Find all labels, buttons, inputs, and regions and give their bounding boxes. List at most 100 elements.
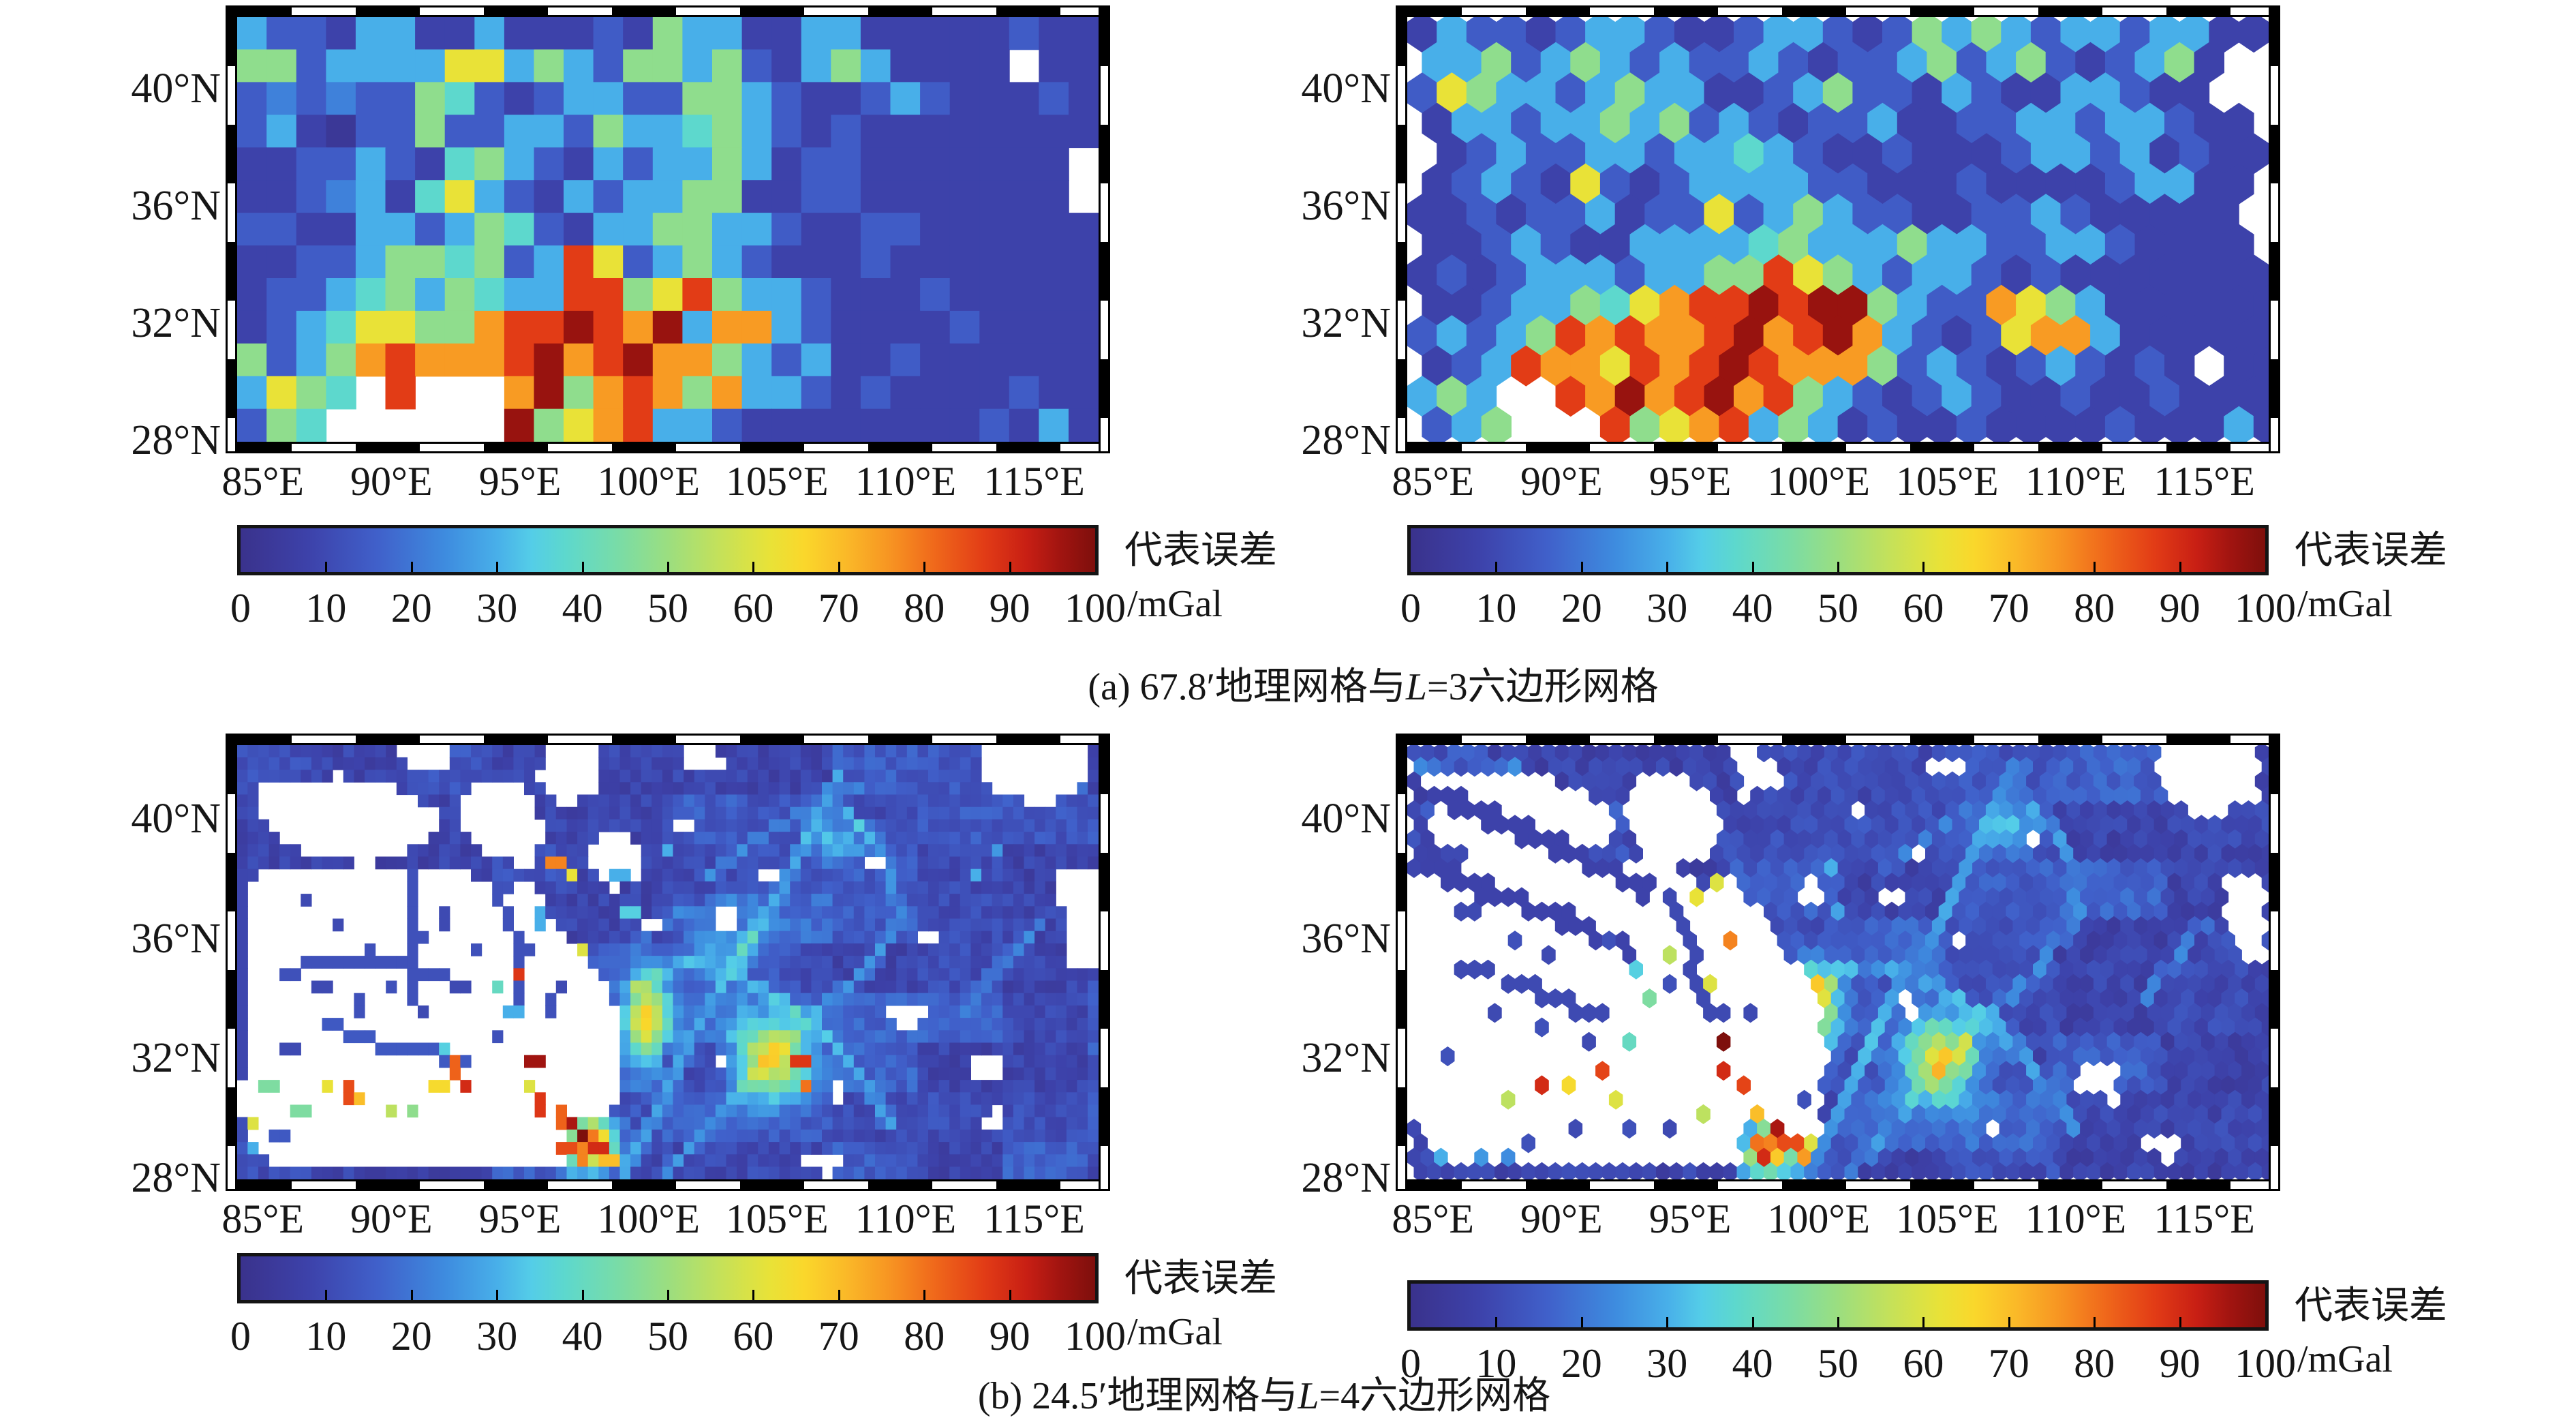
colorbar-tick-mark xyxy=(1009,562,1011,572)
latitude-tick-label: 28°N xyxy=(131,417,221,464)
neatline-left xyxy=(226,734,237,1191)
heatmap-b-geographic-grid xyxy=(237,745,1099,1179)
latitude-tick-label: 32°N xyxy=(131,300,221,347)
latitude-tick-label: 40°N xyxy=(1301,795,1391,842)
colorbar-title: 代表误差 xyxy=(2295,1285,2447,1327)
latitude-tick-label: 36°N xyxy=(1301,915,1391,962)
colorbar-tick-mark xyxy=(752,562,755,572)
colorbar-tick-mark xyxy=(1009,1290,1011,1300)
caption-a-text: (a) 67.8′地理网格与 xyxy=(1088,666,1406,708)
colorbar-tick-mark xyxy=(1751,1317,1754,1327)
colorbar-tick-mark xyxy=(838,562,840,572)
colorbar-tick-mark xyxy=(1495,1317,1498,1327)
longitude-tick-label: 115°E xyxy=(2153,1196,2255,1241)
colorbar-tick-label: 70 xyxy=(1988,1341,2029,1386)
colorbar-tick-label: 20 xyxy=(1561,586,1602,631)
colorbar-tick-label: 30 xyxy=(1646,586,1688,631)
colorbar-tick-label: 60 xyxy=(733,586,774,631)
heatmap-a-hexagon-grid xyxy=(1407,17,2269,442)
longitude-tick-label: 110°E xyxy=(855,1196,957,1241)
longitude-tick-label: 85°E xyxy=(1392,459,1475,504)
colorbar-tick-mark xyxy=(410,1290,413,1300)
latitude-tick-label: 32°N xyxy=(131,1035,221,1082)
colorbar-tick-label: 50 xyxy=(647,1314,688,1359)
neatline-right xyxy=(2269,734,2280,1191)
colorbar-tick-mark xyxy=(2008,1317,2010,1327)
colorbar-tick-label: 40 xyxy=(1732,1341,1773,1386)
latitude-tick-label: 28°N xyxy=(1301,417,1391,464)
caption-a-text2: =3六边形网格 xyxy=(1426,666,1659,708)
colorbar xyxy=(237,1253,1099,1303)
longitude-tick-label: 100°E xyxy=(597,1196,701,1241)
colorbar-tick-label: 60 xyxy=(1903,1341,1944,1386)
longitude-tick-label: 105°E xyxy=(1896,459,1999,504)
colorbar-tick-label: 90 xyxy=(2159,1341,2201,1386)
colorbar-tick-mark xyxy=(496,562,499,572)
colorbar-tick-label: 90 xyxy=(989,1314,1030,1359)
latitude-tick-label: 36°N xyxy=(131,915,221,962)
longitude-tick-label: 95°E xyxy=(478,1196,562,1241)
longitude-tick-label: 115°E xyxy=(983,1196,1085,1241)
colorbar-tick-label: 30 xyxy=(1646,1341,1688,1386)
colorbar-tick-mark xyxy=(667,1290,669,1300)
colorbar-tick-mark xyxy=(2094,1317,2096,1327)
caption-a: (a) 67.8′地理网格与L=3六边形网格 xyxy=(1088,656,1658,711)
colorbar-tick-label: 100 xyxy=(2235,1341,2296,1386)
colorbar-tick-label: 20 xyxy=(1561,1341,1602,1386)
colorbar-tick-mark xyxy=(496,1290,499,1300)
colorbar-tick-mark xyxy=(1495,562,1498,572)
longitude-tick-label: 90°E xyxy=(350,1196,433,1241)
longitude-tick-label: 100°E xyxy=(1767,459,1871,504)
colorbar-unit: /mGal xyxy=(2297,583,2393,625)
map-frame-a-geographic xyxy=(226,5,1110,453)
colorbar-tick-label: 100 xyxy=(1064,1314,1126,1359)
colorbar-tick-mark xyxy=(1922,1317,1925,1327)
colorbar-tick-mark xyxy=(325,1290,328,1300)
longitude-tick-label: 110°E xyxy=(2025,459,2127,504)
colorbar-tick-mark xyxy=(752,1290,755,1300)
neatline-right xyxy=(1099,734,1110,1191)
neatline-bottom xyxy=(226,442,1110,453)
longitude-tick-label: 85°E xyxy=(221,459,305,504)
longitude-tick-label: 85°E xyxy=(221,1196,305,1241)
latitude-tick-label: 36°N xyxy=(131,183,221,230)
colorbar-tick-mark xyxy=(2094,562,2096,572)
colorbar-tick-label: 0 xyxy=(230,586,251,631)
longitude-tick-label: 110°E xyxy=(2025,1196,2127,1241)
colorbar-tick-label: 100 xyxy=(1064,586,1126,631)
colorbar-tick-mark xyxy=(838,1290,840,1300)
longitude-tick-label: 95°E xyxy=(478,459,562,504)
colorbar-tick-mark xyxy=(325,562,328,572)
colorbar-tick-mark xyxy=(1837,562,1839,572)
colorbar-tick-label: 60 xyxy=(1903,586,1944,631)
colorbar-tick-mark xyxy=(410,562,413,572)
neatline-top xyxy=(226,5,1110,17)
map-frame-b-hex xyxy=(1396,734,2280,1191)
colorbar-tick-mark xyxy=(1580,562,1583,572)
latitude-tick-label: 28°N xyxy=(131,1155,221,1202)
colorbar-tick-label: 70 xyxy=(818,586,859,631)
caption-b-text2: =4六边形网格 xyxy=(1319,1375,1551,1417)
longitude-tick-label: 90°E xyxy=(350,459,433,504)
latitude-tick-label: 40°N xyxy=(131,65,221,112)
colorbar-tick-mark xyxy=(1922,562,1925,572)
colorbar-tick-label: 10 xyxy=(305,1314,347,1359)
latitude-tick-label: 28°N xyxy=(1301,1155,1391,1202)
colorbar xyxy=(1407,525,2269,575)
longitude-tick-label: 85°E xyxy=(1392,1196,1475,1241)
colorbar-tick-label: 40 xyxy=(1732,586,1773,631)
colorbar-tick-label: 100 xyxy=(2235,586,2296,631)
colorbar-tick-mark xyxy=(923,562,926,572)
colorbar-tick-label: 90 xyxy=(2159,586,2201,631)
colorbar-title: 代表误差 xyxy=(1124,1258,1277,1300)
neatline-right xyxy=(2269,5,2280,453)
colorbar-tick-label: 50 xyxy=(1818,586,1858,631)
colorbar-tick-label: 80 xyxy=(904,1314,945,1359)
colorbar-tick-label: 0 xyxy=(230,1314,251,1359)
latitude-tick-label: 32°N xyxy=(1301,300,1391,347)
colorbar-tick-label: 20 xyxy=(390,586,432,631)
longitude-tick-label: 110°E xyxy=(855,459,957,504)
neatline-left xyxy=(1396,734,1407,1191)
colorbar-tick-mark xyxy=(1666,1317,1669,1327)
heatmap-b-hexagon-grid xyxy=(1407,745,2269,1179)
